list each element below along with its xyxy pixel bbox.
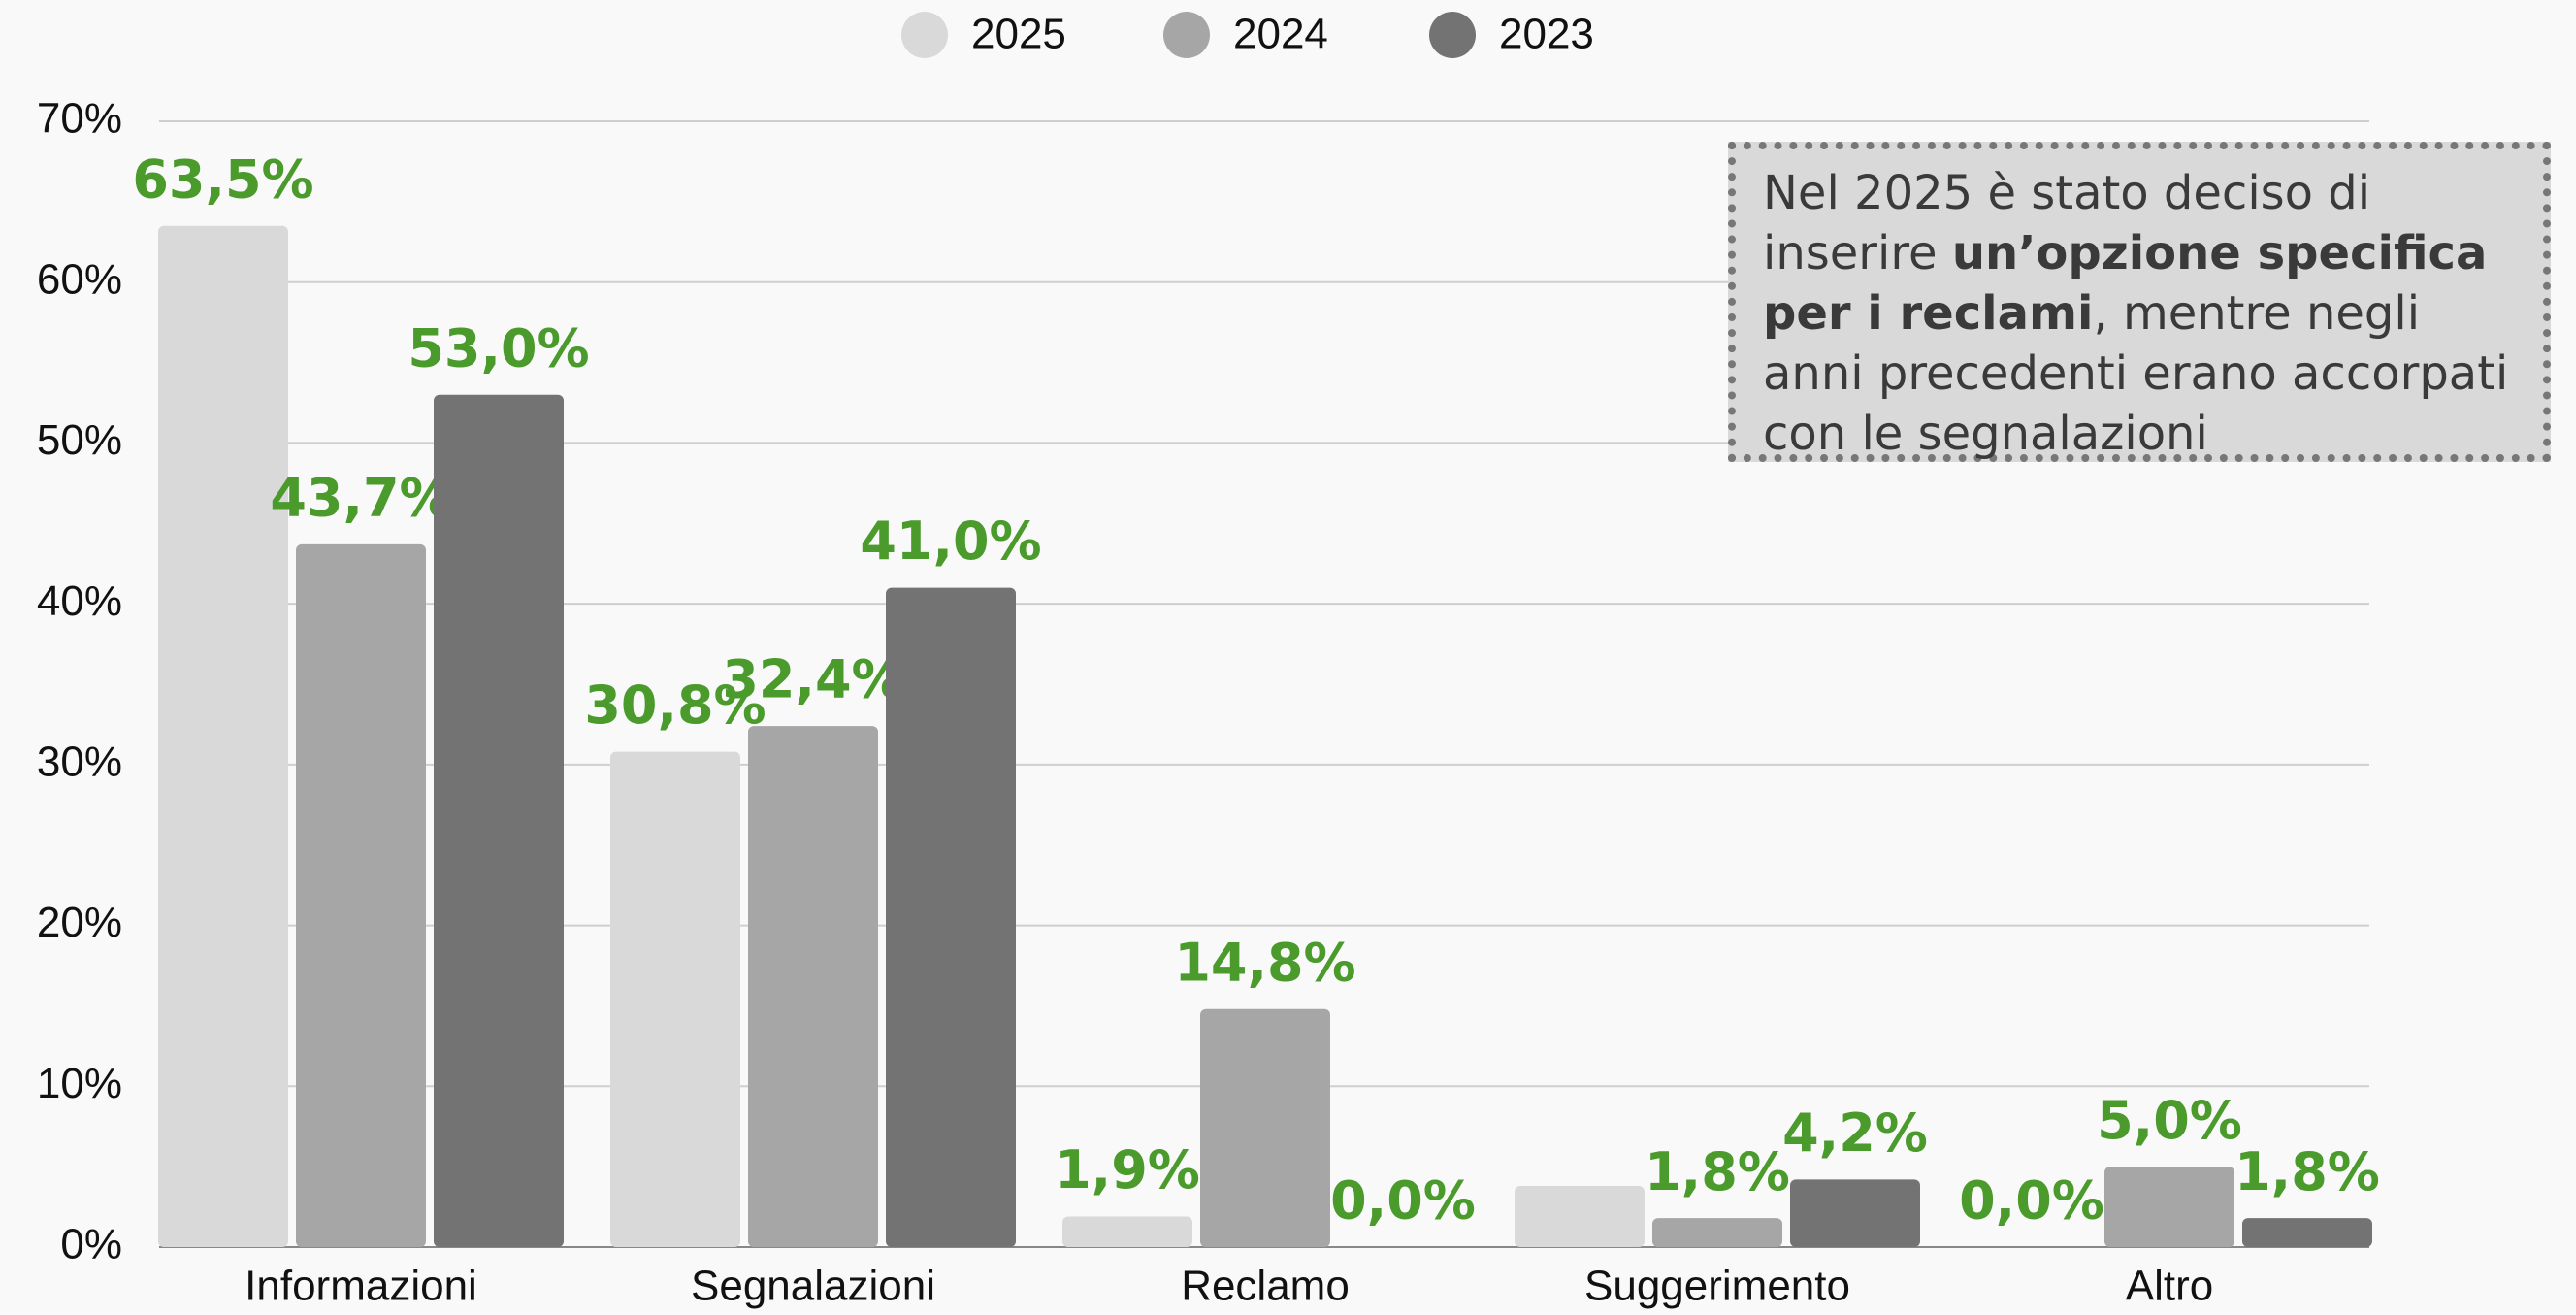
x-tick-label: Segnalazioni (691, 1263, 935, 1310)
legend-swatch (1429, 12, 1476, 58)
y-tick-label: 40% (37, 577, 122, 625)
bar (1652, 1218, 1782, 1247)
value-label: 41,0% (860, 510, 1041, 572)
value-label: 1,9% (1055, 1139, 1200, 1200)
value-label: 53,0% (408, 317, 589, 378)
y-tick-label: 50% (37, 416, 122, 464)
legend-swatch (1163, 12, 1210, 58)
bar (2242, 1218, 2372, 1247)
bar (158, 225, 288, 1248)
bar (296, 543, 426, 1247)
value-label: 32,4% (722, 649, 903, 710)
legend-label: 2024 (1233, 11, 1328, 58)
bar (2104, 1167, 2234, 1247)
annotation-bold: un’opzione specifica per i reclami (1763, 226, 2488, 341)
bar (610, 751, 740, 1247)
value-label: 0,0% (1959, 1170, 2104, 1232)
value-label: 1,8% (1645, 1141, 1790, 1202)
value-label: 43,7% (270, 467, 451, 528)
legend-swatch (901, 12, 948, 58)
y-tick-label: 30% (37, 738, 122, 785)
y-tick-label: 60% (37, 255, 122, 303)
bar (1515, 1186, 1645, 1247)
bar (1790, 1179, 1920, 1247)
x-tick-label: Reclamo (1181, 1263, 1350, 1310)
legend-label: 2025 (971, 11, 1066, 58)
bar (1200, 1008, 1330, 1247)
value-label: 14,8% (1174, 932, 1355, 993)
legend-label: 2023 (1499, 11, 1594, 58)
x-tick-label: Informazioni (245, 1263, 477, 1310)
y-tick-label: 0% (60, 1221, 122, 1268)
value-label: 30,8% (584, 674, 766, 736)
value-label: 5,0% (2097, 1090, 2242, 1151)
value-label: 63,5% (132, 148, 313, 210)
bar (1062, 1216, 1192, 1247)
bar (748, 726, 878, 1247)
value-label: 0,0% (1330, 1170, 1476, 1232)
x-tick-label: Altro (2126, 1263, 2213, 1310)
y-tick-label: 70% (37, 95, 122, 143)
bar (886, 587, 1016, 1247)
annotation-text: Nel 2025 è stato deciso di inserire (1763, 166, 2371, 280)
annotation-text: , mentre negli anni precedenti erano acc… (1763, 286, 2509, 461)
annotation: Nel 2025 è stato deciso di inserire un’o… (1728, 142, 2551, 462)
value-label: 4,2% (1782, 1102, 1928, 1164)
bar (434, 394, 564, 1247)
value-label: 1,8% (2234, 1141, 2380, 1202)
x-tick-label: Suggerimento (1584, 1263, 1850, 1310)
y-tick-label: 10% (37, 1060, 122, 1107)
y-tick-label: 20% (37, 899, 122, 946)
